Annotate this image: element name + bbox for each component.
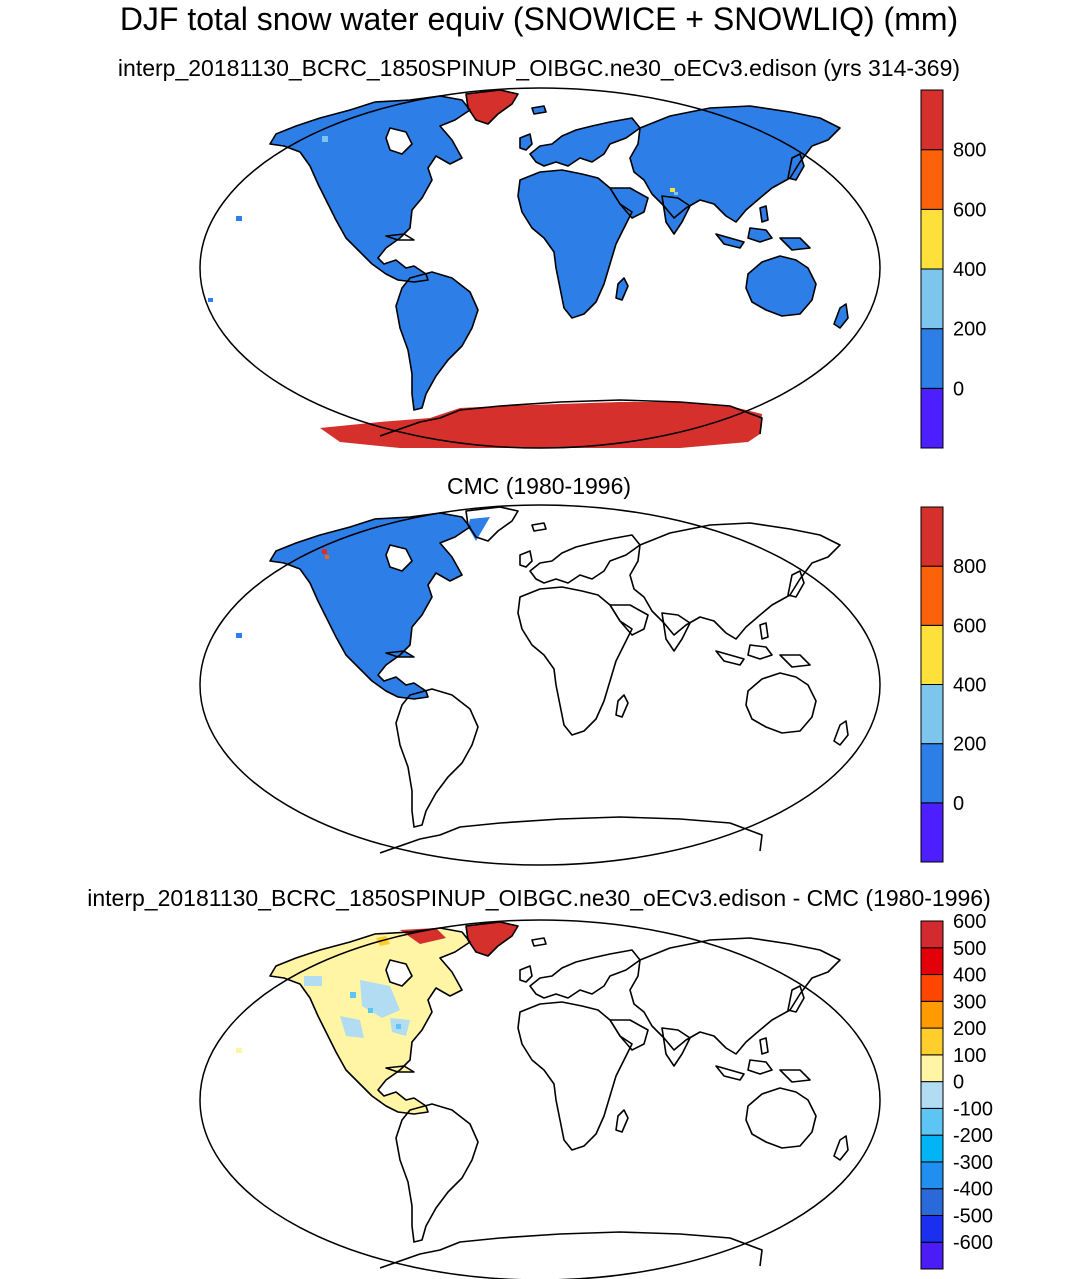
colorbar-tick-label: -500 xyxy=(953,1205,993,1227)
colorbar-box xyxy=(920,1214,944,1243)
panel-1-map xyxy=(199,87,881,449)
colorbar-tick-label: -600 xyxy=(953,1232,993,1254)
panel-2-map xyxy=(199,504,881,866)
colorbar-box xyxy=(920,1054,944,1083)
colorbar-box xyxy=(920,684,944,745)
colorbar-box xyxy=(920,208,944,270)
panel-1-globe-outline xyxy=(199,87,881,449)
colorbar-tick-label: -400 xyxy=(953,1179,993,1201)
colorbar-tick-label: 200 xyxy=(953,319,986,341)
colorbar-box xyxy=(920,268,944,330)
colorbar-box xyxy=(920,802,944,863)
panel-3-globe-outline xyxy=(199,919,881,1279)
colorbar-tick-label: 0 xyxy=(953,378,964,400)
panel-3-diff-field xyxy=(236,922,518,1114)
colorbar-tick-label: 0 xyxy=(953,1072,964,1094)
colorbar-box xyxy=(920,624,944,685)
colorbar-box xyxy=(920,328,944,389)
colorbar-box xyxy=(920,89,944,151)
panel-3-subtitle: interp_20181130_BCRC_1850SPINUP_OIBGC.ne… xyxy=(87,885,991,911)
colorbar-tick-label: 300 xyxy=(953,991,986,1013)
colorbar-box xyxy=(920,947,944,976)
colorbar-box xyxy=(920,974,944,1002)
colorbar-tick-label: -200 xyxy=(953,1125,993,1147)
panel-1-colorbar: 0 200 400 600 800 xyxy=(920,89,986,449)
colorbar-tick-label: 600 xyxy=(953,911,986,933)
colorbar-tick-label: -300 xyxy=(953,1152,993,1174)
panel-3-map xyxy=(199,919,881,1279)
colorbar-box xyxy=(920,1027,944,1056)
panel-1-subtitle: interp_20181130_BCRC_1850SPINUP_OIBGC.ne… xyxy=(117,55,961,81)
panel-1-snow-field xyxy=(208,90,848,448)
panel-2-subtitle: CMC (1980-1996) xyxy=(446,473,632,499)
colorbar-tick-label: 200 xyxy=(953,734,986,756)
colorbar-box xyxy=(920,149,944,210)
colorbar-box xyxy=(920,387,944,449)
colorbar-tick-label: 400 xyxy=(953,675,986,697)
colorbar-tick-label: 800 xyxy=(953,140,986,162)
colorbar-tick-label: -100 xyxy=(953,1098,993,1120)
panel-2-colorbar: 0 200 400 600 800 xyxy=(920,506,986,863)
colorbar-tick-label: 800 xyxy=(953,556,986,578)
colorbar-box xyxy=(920,1107,944,1136)
colorbar-box xyxy=(920,743,944,804)
colorbar-box xyxy=(920,1188,944,1216)
main-title: DJF total snow water equiv (SNOWICE + SN… xyxy=(119,1,959,37)
colorbar-box xyxy=(920,920,944,949)
colorbar-tick-label: 200 xyxy=(953,1018,986,1040)
colorbar-box xyxy=(920,1081,944,1109)
colorbar-box xyxy=(920,1161,944,1190)
colorbar-box xyxy=(920,506,944,567)
colorbar-tick-label: 100 xyxy=(953,1045,986,1067)
colorbar-box xyxy=(920,565,944,626)
colorbar-tick-label: 500 xyxy=(953,938,986,960)
panel-3-colorbar: -600 -500 -400 -300 -200 -100 0 100 200 300 400 500… xyxy=(920,911,993,1270)
colorbar-box xyxy=(920,1241,944,1270)
colorbar-tick-label: 0 xyxy=(953,793,964,815)
panel-2-globe-outline xyxy=(199,504,881,866)
colorbar-tick-label: 600 xyxy=(953,615,986,637)
colorbar-tick-label: 400 xyxy=(953,965,986,987)
colorbar-tick-label: 400 xyxy=(953,259,986,281)
panel-2-snow-field xyxy=(236,513,490,699)
colorbar-box xyxy=(920,1000,944,1029)
colorbar-box xyxy=(920,1134,944,1163)
colorbar-tick-label: 600 xyxy=(953,199,986,221)
